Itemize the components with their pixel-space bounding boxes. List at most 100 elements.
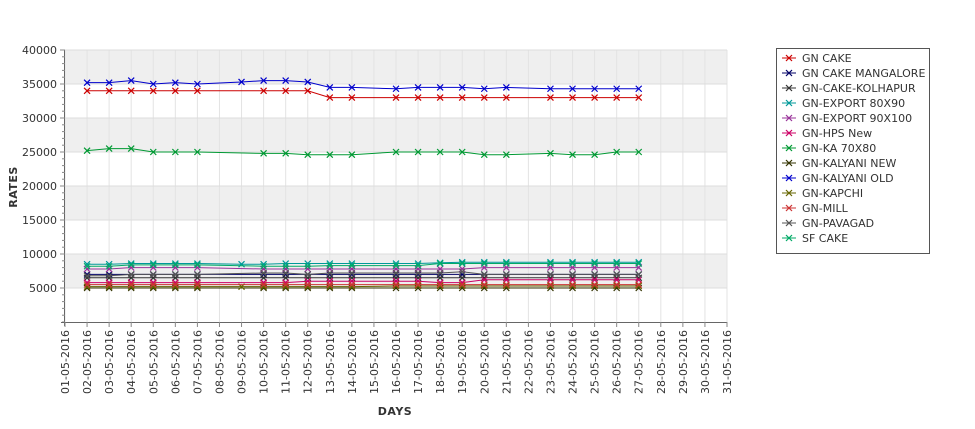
legend-item: GN-CAKE-KOLHAPUR — [782, 82, 916, 95]
legend-label: GN-EXPORT 90X100 — [802, 112, 912, 125]
data-point — [591, 260, 599, 267]
data-point — [591, 270, 599, 278]
data-point — [480, 260, 488, 267]
data-point — [635, 148, 643, 156]
x-tick-label: 19-05-2016 — [456, 330, 469, 394]
data-point — [613, 270, 621, 278]
legend-label: GN-HPS New — [802, 127, 872, 140]
data-point — [282, 269, 290, 277]
x-tick-label: 24-05-2016 — [567, 330, 580, 394]
legend-label: GN-KALYANI OLD — [802, 172, 894, 185]
data-point — [480, 281, 488, 289]
x-tick-label: 14-05-2016 — [346, 330, 359, 394]
legend-label: GN CAKE — [802, 52, 852, 65]
data-point — [326, 151, 334, 159]
data-point — [436, 260, 444, 267]
x-tick-label: 02-05-2016 — [81, 330, 94, 394]
data-point — [105, 145, 113, 153]
data-point — [127, 77, 135, 85]
series-gn-mill — [83, 281, 643, 289]
y-tick-label: 5000 — [29, 282, 57, 295]
data-point — [547, 149, 554, 157]
data-point — [436, 148, 444, 156]
legend-swatch-marker — [785, 54, 793, 62]
series-line — [87, 148, 639, 156]
data-point — [392, 148, 400, 156]
series-line — [87, 271, 639, 277]
data-point — [105, 265, 113, 273]
data-point — [348, 94, 356, 102]
x-tick-label: 13-05-2016 — [324, 330, 337, 394]
x-tick-label: 09-05-2016 — [236, 330, 249, 394]
data-point — [392, 262, 400, 269]
data-point — [458, 258, 466, 266]
data-point — [502, 258, 510, 266]
legend-item: SF CAKE — [782, 232, 848, 245]
data-point — [414, 83, 422, 91]
data-point — [569, 282, 576, 290]
x-tick-label: 30-05-2016 — [699, 330, 712, 394]
data-point — [635, 85, 643, 93]
legend-label: GN-KAPCHI — [802, 187, 863, 200]
x-tick-label: 18-05-2016 — [434, 330, 447, 394]
data-point — [458, 265, 466, 273]
data-point — [260, 77, 268, 85]
data-point — [127, 270, 135, 278]
data-point — [193, 270, 201, 278]
data-point — [83, 262, 91, 270]
data-point — [282, 281, 290, 289]
data-point — [635, 281, 643, 289]
legend-item: GN-KALYANI OLD — [782, 172, 894, 185]
data-point — [127, 87, 135, 95]
data-point — [304, 265, 312, 273]
x-tick-label: 15-05-2016 — [368, 330, 381, 394]
data-point — [127, 261, 135, 269]
data-point — [613, 148, 621, 156]
data-point — [502, 83, 510, 91]
legend-item: GN-EXPORT 80X90 — [782, 97, 905, 110]
legend-label: GN-KALYANI NEW — [802, 157, 896, 170]
data-point — [613, 258, 621, 266]
data-point — [260, 269, 268, 277]
data-point — [414, 262, 422, 269]
legend-label: SF CAKE — [802, 232, 848, 245]
data-point — [149, 261, 157, 269]
data-point — [613, 260, 621, 267]
data-point — [282, 149, 290, 157]
legend-swatch-marker — [785, 129, 793, 137]
data-point — [304, 281, 312, 289]
legend-label: GN-MILL — [802, 202, 849, 215]
data-point — [260, 149, 268, 157]
data-point — [591, 85, 599, 93]
data-point — [591, 258, 599, 266]
legend-label: GN-CAKE-KOLHAPUR — [802, 82, 916, 95]
y-axis-title: RATES — [7, 166, 20, 208]
data-point — [193, 264, 201, 272]
data-point — [282, 260, 290, 267]
data-point — [436, 94, 444, 102]
data-point — [392, 85, 400, 93]
x-axis: 01-05-2016 02-05-2016 03-05-2016 04-05-2016… — [59, 322, 734, 394]
data-point — [458, 148, 466, 156]
legend-item: GN-MILL — [782, 202, 849, 215]
data-point — [414, 282, 422, 290]
data-point — [635, 258, 643, 266]
legend-swatch-marker — [785, 114, 793, 122]
data-point — [304, 87, 312, 95]
y-tick-label: 25000 — [22, 146, 57, 159]
series-gn-ka-70x80 — [83, 145, 643, 159]
x-tick-label: 01-05-2016 — [59, 330, 72, 394]
x-tick-label: 08-05-2016 — [213, 330, 226, 394]
data-point — [171, 148, 179, 156]
y-axis: 5000 10000 15000 20000 25000 30000 35000 40000 — [22, 44, 65, 326]
data-point — [613, 85, 621, 93]
data-point — [304, 151, 312, 159]
data-point — [326, 94, 334, 102]
data-point — [414, 94, 422, 102]
legend-swatch-marker — [785, 144, 793, 152]
data-point — [458, 260, 466, 267]
data-point — [569, 94, 576, 102]
data-point — [348, 262, 356, 269]
data-point — [635, 282, 643, 290]
